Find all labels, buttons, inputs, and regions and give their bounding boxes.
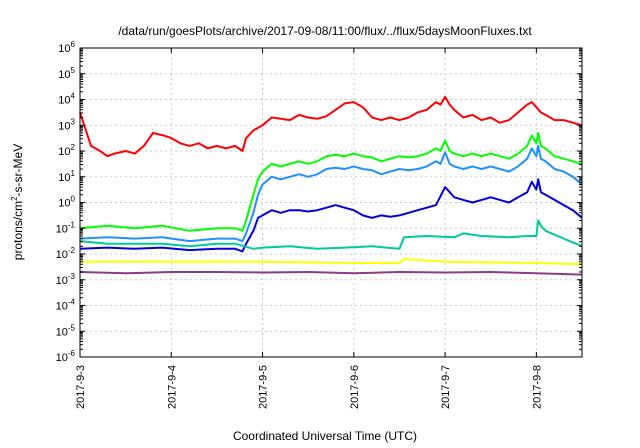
x-tick-label: 2017-9-8 xyxy=(531,365,543,409)
series-line-6 xyxy=(80,258,583,266)
series-line-1 xyxy=(79,95,583,158)
y-tick-label: 105 xyxy=(58,66,75,81)
x-tick-label: 2017-9-6 xyxy=(349,365,361,409)
series-line-2 xyxy=(79,132,583,232)
series-line-4 xyxy=(79,178,583,253)
chart-title: /data/run/goesPlots/archive/2017-09-08/1… xyxy=(118,24,532,38)
y-tick-label: 101 xyxy=(58,169,75,184)
x-tick-label: 2017-9-4 xyxy=(166,365,178,409)
x-tick-label: 2017-9-5 xyxy=(258,365,270,409)
y-tick-label: 104 xyxy=(58,92,75,107)
x-tick-label: 2017-9-3 xyxy=(75,365,87,409)
y-tick-label: 10-4 xyxy=(56,298,76,313)
y-axis-label: protons/cm2-s-sr-MeV xyxy=(10,144,25,260)
y-tick-label: 10-5 xyxy=(56,323,76,338)
y-tick-label: 103 xyxy=(58,117,75,132)
y-tick-label: 10-3 xyxy=(56,272,76,287)
y-tick-label: 10-2 xyxy=(56,246,76,261)
y-tick-label: 102 xyxy=(58,143,75,158)
y-tick-label: 100 xyxy=(58,195,75,210)
x-tick-label: 2017-9-7 xyxy=(440,365,452,409)
series-layer xyxy=(79,95,583,276)
series-line-7 xyxy=(79,271,583,276)
y-tick-label: 10-6 xyxy=(56,349,76,364)
y-axis: 10-6 10-5 10-4 10-3 10-2 10-1 100 101 102 103 104 1… xyxy=(56,40,582,364)
series-line-5 xyxy=(79,219,583,250)
y-tick-label: 106 xyxy=(58,40,75,55)
series-line-3 xyxy=(79,144,583,243)
x-axis: 2017-9-3 2017-9-4 2017-9-5 2017-9-6 2017-9-7… xyxy=(75,48,543,409)
y-tick-label: 10-1 xyxy=(56,220,76,235)
x-axis-label: Coordinated Universal Time (UTC) xyxy=(233,429,417,443)
